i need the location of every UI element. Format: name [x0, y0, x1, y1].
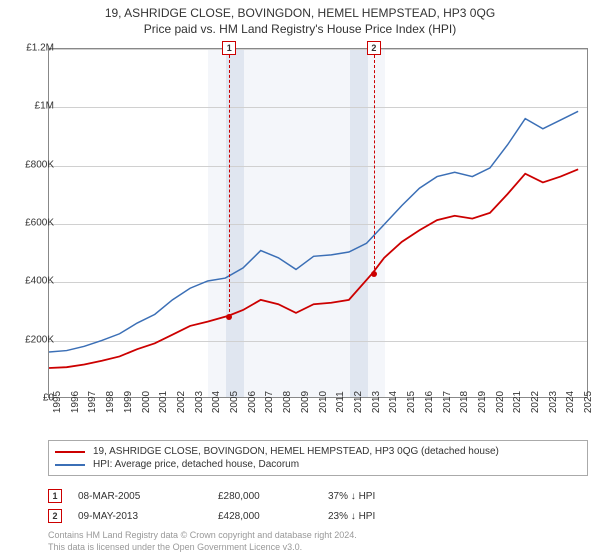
x-axis-label: 2021 [512, 391, 523, 413]
footer-line: This data is licensed under the Open Gov… [48, 542, 357, 554]
y-axis-label: £400K [25, 276, 54, 287]
x-axis-label: 2011 [335, 391, 346, 413]
x-axis-label: 2001 [158, 391, 169, 413]
sales-row-date: 09-MAY-2013 [78, 511, 218, 522]
sales-row-price: £428,000 [218, 511, 328, 522]
attribution-footer: Contains HM Land Registry data © Crown c… [48, 530, 357, 553]
legend-box: 19, ASHRIDGE CLOSE, BOVINGDON, HEMEL HEM… [48, 440, 588, 476]
sale-marker-box: 1 [222, 41, 236, 55]
chart-title: 19, ASHRIDGE CLOSE, BOVINGDON, HEMEL HEM… [0, 0, 600, 20]
grid-line [49, 107, 587, 108]
x-axis-label: 2002 [176, 391, 187, 413]
legend-label: 19, ASHRIDGE CLOSE, BOVINGDON, HEMEL HEM… [93, 446, 499, 457]
sales-row-price: £280,000 [218, 491, 328, 502]
x-axis-label: 2016 [424, 391, 435, 413]
sale-marker-box: 2 [367, 41, 381, 55]
sales-table: 1 08-MAR-2005£280,00037% ↓ HPI 2 09-MAY-201… [48, 486, 588, 526]
legend-label: HPI: Average price, detached house, Daco… [93, 459, 299, 470]
x-axis-label: 1996 [70, 391, 81, 413]
grid-line [49, 224, 587, 225]
sales-row-pct: 37% ↓ HPI [328, 491, 428, 502]
sales-row-date: 08-MAR-2005 [78, 491, 218, 502]
x-axis-label: 2025 [583, 391, 594, 413]
y-axis-label: £600K [25, 218, 54, 229]
x-axis-label: 2023 [548, 391, 559, 413]
sale-marker-dot [226, 314, 232, 320]
chart-container: 19, ASHRIDGE CLOSE, BOVINGDON, HEMEL HEM… [0, 0, 600, 560]
x-axis-label: 2013 [371, 391, 382, 413]
x-axis-label: 2007 [264, 391, 275, 413]
grid-line [49, 49, 587, 50]
sale-marker-dot [371, 271, 377, 277]
sale-marker-line [229, 55, 230, 317]
x-axis-label: 1997 [87, 391, 98, 413]
x-axis-label: 2000 [141, 391, 152, 413]
y-axis-label: £800K [25, 159, 54, 170]
x-axis-label: 1995 [52, 391, 63, 413]
legend-item: 19, ASHRIDGE CLOSE, BOVINGDON, HEMEL HEM… [55, 445, 581, 458]
x-axis-label: 2006 [247, 391, 258, 413]
x-axis-label: 2022 [530, 391, 541, 413]
x-axis-label: 2015 [406, 391, 417, 413]
x-axis-label: 2020 [495, 391, 506, 413]
x-axis-label: 1999 [123, 391, 134, 413]
x-axis-label: 2005 [229, 391, 240, 413]
y-axis-label: £200K [25, 334, 54, 345]
sale-marker-line [374, 55, 375, 274]
x-axis-label: 2004 [211, 391, 222, 413]
sales-row-pct: 23% ↓ HPI [328, 511, 428, 522]
y-axis-label: £1M [35, 101, 54, 112]
x-axis-label: 2019 [477, 391, 488, 413]
x-axis-label: 2003 [194, 391, 205, 413]
x-axis-label: 2017 [442, 391, 453, 413]
sales-row: 1 08-MAR-2005£280,00037% ↓ HPI [48, 486, 588, 506]
legend-swatch [55, 464, 85, 466]
x-axis-label: 2009 [300, 391, 311, 413]
x-axis-label: 1998 [105, 391, 116, 413]
chart-subtitle: Price paid vs. HM Land Registry's House … [0, 20, 600, 40]
grid-line [49, 166, 587, 167]
grid-line [49, 282, 587, 283]
legend-item: HPI: Average price, detached house, Daco… [55, 458, 581, 471]
sales-row-marker: 2 [48, 509, 62, 523]
grid-line [49, 341, 587, 342]
x-axis-label: 2014 [388, 391, 399, 413]
x-axis-label: 2024 [565, 391, 576, 413]
sales-row: 2 09-MAY-2013£428,00023% ↓ HPI [48, 506, 588, 526]
x-axis-label: 2008 [282, 391, 293, 413]
sales-row-marker: 1 [48, 489, 62, 503]
highlight-band-dark [350, 49, 368, 397]
y-axis-label: £1.2M [26, 43, 54, 54]
x-axis-label: 2012 [353, 391, 364, 413]
x-axis-label: 2010 [318, 391, 329, 413]
plot-area: 12 [48, 48, 588, 398]
footer-line: Contains HM Land Registry data © Crown c… [48, 530, 357, 542]
x-axis-label: 2018 [459, 391, 470, 413]
legend-swatch [55, 451, 85, 453]
